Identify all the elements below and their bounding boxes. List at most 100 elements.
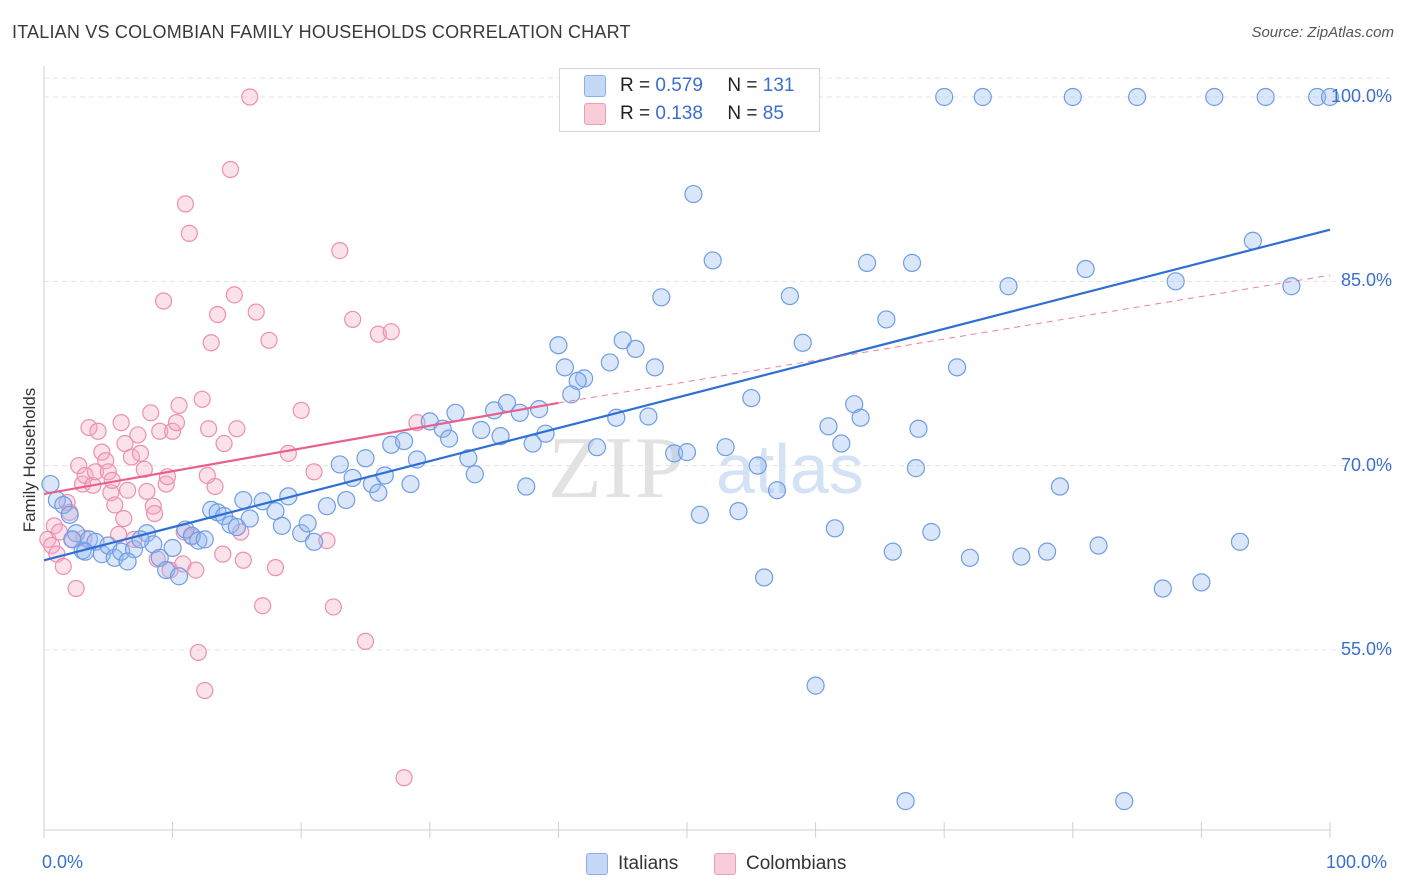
italians-point [1192,573,1211,592]
italians-point [755,568,774,587]
legend-n-label: N = [727,75,758,96]
italians-point [677,443,697,462]
italians-point [1012,547,1031,566]
italians-point [1243,231,1262,250]
colombians-swatch [584,103,606,125]
italians-point [472,420,491,440]
italians-point [973,87,992,107]
colombians-point [112,414,130,432]
italians-point [439,429,459,448]
legend-n-label: N = [727,103,758,124]
italians-point [896,792,915,811]
italians-point [684,184,703,204]
italians-point [703,251,722,270]
colombians-point [209,305,227,324]
colombians-point [225,286,243,304]
colombians-point [260,331,278,349]
colombians-point [234,551,252,569]
legend: R = 0.579 N = 131 R = 0.138 N = 85 [559,68,820,132]
colombians-label: Colombians [746,853,847,874]
colombians-point [99,463,117,481]
colombians-point [145,504,164,523]
italians-point [851,408,870,427]
watermark-zip: ZIP [548,420,686,517]
italians-point [645,358,664,377]
italians-point [922,522,941,542]
colombians-point [247,303,265,321]
italians-point [369,483,388,502]
italians-point [227,517,246,537]
italians-point [272,516,292,535]
italians-point [356,449,375,468]
y-tick-label: 70.0% [1340,454,1392,475]
trendlines [43,228,1331,562]
italians-point [690,505,709,524]
italians-point [401,474,420,494]
italians-point [510,403,529,422]
colombians-point [118,481,137,499]
italians-point [902,253,922,272]
legend-italians[interactable]: R = 0.579 N = 131 [584,73,794,99]
colombians-point [80,418,98,437]
watermark: ZIP atlas [548,420,864,517]
colombians-point [97,452,115,470]
x-tick-min: 0.0% [42,852,84,872]
italians-point [60,505,79,524]
italians-trendline [43,228,1331,562]
colombians-point [292,401,310,419]
colombians-point [135,460,153,478]
italians-point [1166,272,1185,291]
italians-point [491,427,510,446]
colombians-point [89,422,107,440]
italians-point [729,502,748,521]
colombians-trendline-extension [558,274,1331,404]
colombians-point [382,323,400,341]
colombians-point [109,525,128,544]
italians-point [304,532,324,551]
italians-swatch [586,853,608,875]
legend-colombians[interactable]: R = 0.138 N = 85 [584,101,784,127]
italians-point [1230,532,1250,551]
italians-label: Italians [618,853,679,874]
italians-point [54,495,73,515]
italians-point [234,490,253,510]
colombians-point [395,769,413,787]
colombians-point [142,404,160,422]
colombians-point [198,466,216,485]
italians-point [459,449,478,468]
italians-point [530,400,549,419]
italians-point [298,514,317,533]
italians-point [947,358,967,377]
italians-point [587,438,607,457]
italians-point [317,497,337,516]
italians-point [555,358,574,377]
colombians-point [228,420,246,438]
colombians-point [202,334,220,352]
legend-r-label: R = [620,103,651,124]
italians-point [767,481,787,500]
italians-point [935,87,954,107]
colombians-point [279,444,297,462]
colombians-point [70,457,88,475]
colombians-point [254,597,272,615]
italians-point [742,388,761,408]
italians-point [600,353,619,372]
italians-point [793,333,812,352]
italians-point [613,331,632,350]
source-label: Source: ZipAtlas.com [1251,24,1394,41]
colombians-point [369,325,387,343]
italians-point [906,459,926,478]
italians-point [748,456,767,475]
italians-point [1089,536,1108,555]
italians-point [1308,87,1327,107]
colombians-point [266,559,285,577]
italians-point [652,288,671,307]
y-tick-label: 85.0% [1340,270,1392,291]
bottom-legend-italians[interactable]: Italians [586,852,678,876]
italians-point [330,455,349,474]
italians-point [1076,259,1095,279]
colombians-point [318,532,336,550]
italians-point [999,277,1018,296]
bottom-legend-colombians[interactable]: Colombians [714,852,846,876]
